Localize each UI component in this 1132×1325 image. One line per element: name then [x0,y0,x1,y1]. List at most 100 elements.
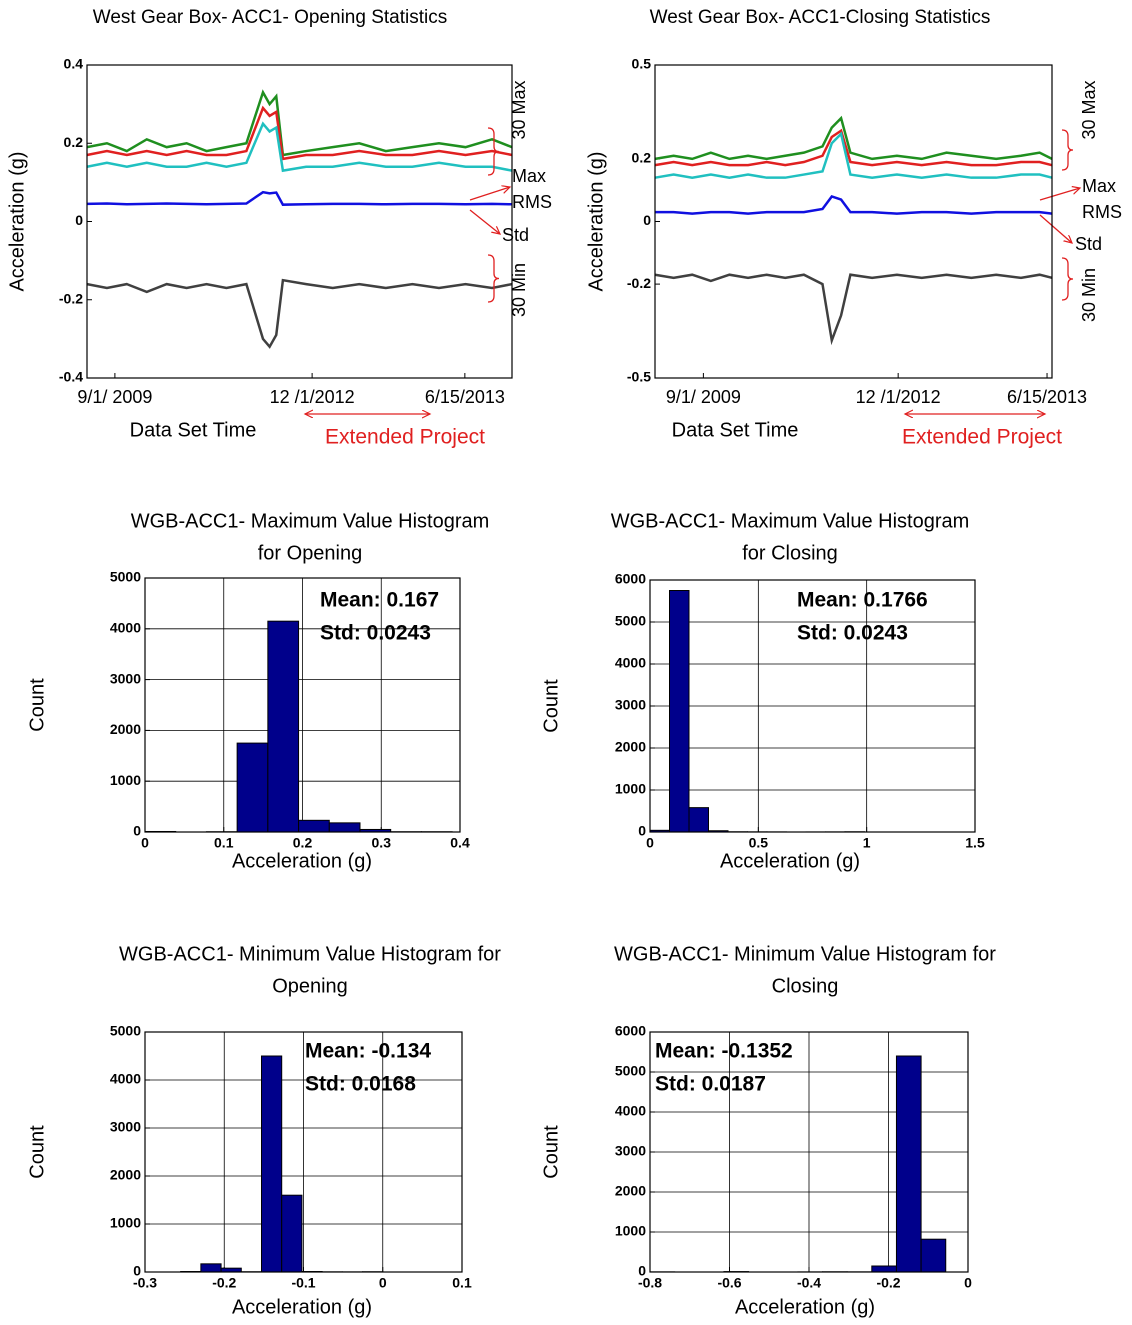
series-line [86,89,513,157]
y-tick-label: -0.2 [59,290,83,306]
series-line [86,278,513,349]
y-tick-label: 5000 [110,569,141,585]
chart-title: WGB-ACC1- Maximum Value Histogram [611,510,970,532]
y-tick-label: 4000 [110,1071,141,1087]
y-tick-label: 2000 [110,1167,141,1183]
x-tick-label: 9/1/ 2009 [666,387,741,407]
plot-frame [144,577,461,833]
annotation: Std: 0.0243 [320,622,431,645]
chart-title: WGB-ACC1- Maximum Value Histogram [131,510,490,532]
x-tick-label: -0.2 [876,1275,900,1291]
y-tick-label: 4000 [615,655,646,671]
annotation: Mean: 0.1766 [797,589,928,612]
bar [328,822,361,833]
x-tick-label: -0.4 [797,1275,821,1291]
y-tick-label: 0 [638,1263,646,1279]
x-tick-label: 0.5 [749,835,769,851]
y-tick-label: 0 [75,212,83,228]
y-tick-label: 2000 [615,739,646,755]
bar [920,1238,947,1273]
x-tick-label: 0.3 [372,835,392,851]
x-tick-label: -0.1 [291,1275,315,1291]
x-tick-label: -0.6 [717,1275,741,1291]
y-tick-label: 0 [133,1263,141,1279]
annotation: Std [502,225,529,245]
annotation: Mean: 0.167 [320,589,439,612]
bar [871,1265,897,1273]
chart-title: WGB-ACC1- Minimum Value Histogram for [119,943,501,965]
bar [895,1055,922,1273]
bracket [1061,129,1074,171]
chart-title: West Gear Box- ACC1-Closing Statistics [650,7,991,28]
series-line [655,194,1053,215]
arrow [469,209,500,234]
y-axis-label: Acceleration (g) [6,151,28,291]
y-tick-label: 5000 [110,1023,141,1039]
x-tick-label: 0 [964,1275,972,1291]
x-axis-label: Acceleration (g) [232,850,372,872]
y-tick-label: 5000 [615,613,646,629]
plot-frame [649,579,976,833]
annotation: 30 Min [1079,268,1099,322]
bracket [487,254,500,303]
y-tick-label: 0.5 [632,56,652,72]
chart-title: for Closing [742,542,838,564]
annotation: 30 Max [509,80,529,139]
y-tick-label: 3000 [110,670,141,686]
x-tick-label: 0 [646,835,654,851]
y-axis-label: Count [26,1125,48,1179]
y-tick-label: 3000 [110,1119,141,1135]
x-tick-label: 0 [141,835,149,851]
x-tick-label: 0.2 [293,835,313,851]
y-tick-label: 0.2 [632,150,652,166]
y-tick-label: 4000 [110,620,141,636]
series-line [654,128,1053,167]
series-line [654,273,1053,346]
y-tick-label: 2000 [110,721,141,737]
x-tick-label: 6/15/2013 [425,387,505,407]
x-axis-label: Data Set Time [130,419,257,441]
y-tick-label: 1000 [110,1215,141,1231]
plot-frame [649,1031,969,1273]
y-tick-label: 0.4 [64,56,84,72]
x-tick-label: 12 /1/2012 [270,387,355,407]
annotation: RMS [512,192,552,212]
arrow [469,187,510,201]
annotation: Std: 0.0187 [655,1073,766,1096]
plot-frame [654,64,1053,379]
y-tick-label: -0.2 [627,275,651,291]
bracket [1061,257,1074,301]
y-axis-label: Acceleration (g) [585,151,607,291]
x-tick-label: 0.1 [452,1275,472,1291]
y-tick-label: 6000 [615,571,646,587]
x-tick-label: 9/1/ 2009 [77,387,152,407]
y-axis-label: Count [26,678,48,732]
chart-title: WGB-ACC1- Minimum Value Histogram for [614,943,996,965]
annotation: Max [512,166,546,186]
x-tick-label: 12 /1/2012 [856,387,941,407]
bar [298,819,330,833]
bracket [487,127,500,176]
x-tick-label: 6/15/2013 [1007,387,1087,407]
y-tick-label: 6000 [615,1023,646,1039]
bar [260,1055,283,1273]
x-tick-label: 1.5 [965,835,985,851]
x-axis-label: Acceleration (g) [735,1296,875,1318]
annotation: Extended Project [902,426,1062,449]
arrow [1039,214,1072,243]
y-tick-label: -0.4 [59,369,83,385]
annotation: Std [1075,234,1102,254]
x-axis-label: Data Set Time [672,419,799,441]
chart-title: Opening [272,975,348,997]
arrow [1039,188,1080,201]
bar [236,742,269,833]
y-tick-label: 2000 [615,1183,646,1199]
bar [281,1194,303,1273]
plot-frame [144,1031,463,1273]
bar [267,620,300,833]
x-tick-label: -0.8 [638,1275,662,1291]
series-line [654,115,1053,161]
y-tick-label: 1000 [615,781,646,797]
bar [688,807,709,833]
